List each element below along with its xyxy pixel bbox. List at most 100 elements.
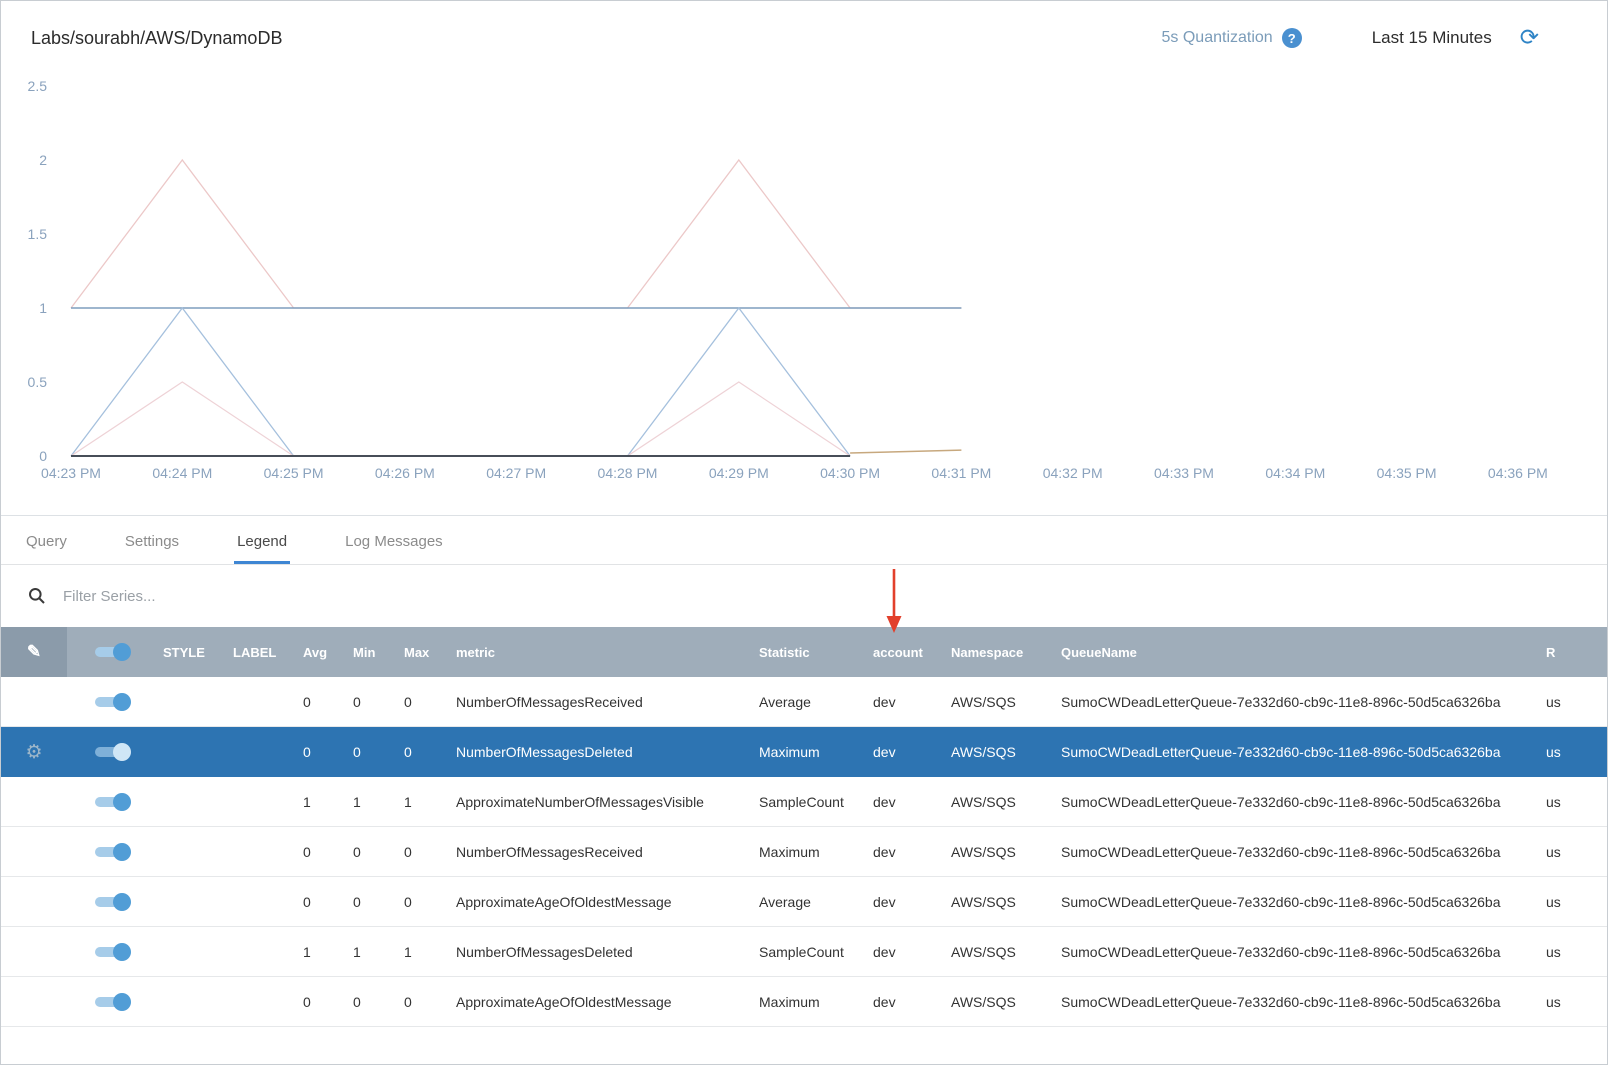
- row-max: 0: [404, 844, 412, 860]
- row-namespace: AWS/SQS: [951, 694, 1016, 710]
- row-queuename: SumoCWDeadLetterQueue-7e332d60-cb9c-11e8…: [1061, 744, 1501, 760]
- column-header-statistic: Statistic: [759, 644, 810, 660]
- master-toggle[interactable]: [95, 643, 131, 661]
- column-header-label: LABEL: [233, 644, 277, 660]
- refresh-icon[interactable]: ⟳: [1519, 24, 1539, 51]
- time-range-selector[interactable]: Last 15 Minutes: [1371, 28, 1492, 47]
- row-region: us: [1546, 694, 1561, 710]
- row-min: 1: [353, 944, 361, 960]
- x-axis-tick: 04:34 PM: [1265, 465, 1325, 481]
- row-min: 1: [353, 794, 361, 810]
- row-toggle-cell: [67, 993, 163, 1012]
- y-axis-tick: 0: [39, 448, 47, 464]
- tabs-bar: Query Settings Legend Log Messages: [1, 516, 1607, 565]
- column-header-avg: Avg: [303, 644, 328, 660]
- pencil-icon: ✎: [26, 642, 42, 661]
- help-icon[interactable]: ?: [1281, 28, 1302, 48]
- y-axis-tick: 2: [39, 152, 47, 168]
- row-queuename: SumoCWDeadLetterQueue-7e332d60-cb9c-11e8…: [1061, 794, 1501, 810]
- row-region: us: [1546, 794, 1561, 810]
- row-region: us: [1546, 894, 1561, 910]
- row-region: us: [1546, 744, 1561, 760]
- row-max: 0: [404, 894, 412, 910]
- panel-controls: 5s Quantization ? Last 15 Minutes ⟳: [1161, 24, 1539, 51]
- row-metric: NumberOfMessagesReceived: [456, 694, 643, 710]
- column-header-style: STYLE: [163, 644, 205, 660]
- row-statistic: Maximum: [759, 744, 820, 760]
- x-axis-tick: 04:27 PM: [486, 465, 546, 481]
- series-visibility-toggle[interactable]: [95, 893, 131, 912]
- row-toggle-cell: [67, 893, 163, 912]
- chart-series-pink-upper: [70, 158, 962, 309]
- series-visibility-toggle[interactable]: [95, 743, 131, 762]
- column-header-r: R: [1546, 644, 1556, 660]
- row-avg: 0: [303, 844, 311, 860]
- row-region: us: [1546, 994, 1561, 1010]
- row-namespace: AWS/SQS: [951, 894, 1016, 910]
- series-visibility-toggle[interactable]: [95, 993, 131, 1012]
- row-metric: ApproximateAgeOfOldestMessage: [456, 894, 672, 910]
- legend-table-header: ✎ STYLE LABEL Avg Min Max metric Statistic acco…: [1, 627, 1607, 677]
- row-min: 0: [353, 994, 361, 1010]
- table-row[interactable]: 0 0 0 ApproximateAgeOfOldestMessage Maximum d…: [1, 977, 1607, 1027]
- x-axis-tick: 04:33 PM: [1154, 465, 1214, 481]
- table-row[interactable]: 1 1 1 NumberOfMessagesDeleted SampleCount dev…: [1, 927, 1607, 977]
- row-toggle-cell: [67, 693, 163, 712]
- row-queuename: SumoCWDeadLetterQueue-7e332d60-cb9c-11e8…: [1061, 694, 1501, 710]
- row-statistic: Average: [759, 694, 811, 710]
- row-min: 0: [353, 844, 361, 860]
- panel-title: Labs/sourabh/AWS/DynamoDB: [31, 27, 283, 48]
- series-visibility-toggle[interactable]: [95, 943, 131, 962]
- row-max: 0: [404, 694, 412, 710]
- row-gear-cell: ⚙: [1, 727, 67, 777]
- filter-series-input[interactable]: [61, 586, 481, 606]
- row-statistic: Average: [759, 894, 811, 910]
- row-account: dev: [873, 994, 896, 1010]
- column-header-metric: metric: [456, 644, 496, 660]
- row-queuename: SumoCWDeadLetterQueue-7e332d60-cb9c-11e8…: [1061, 994, 1501, 1010]
- x-axis-tick: 04:31 PM: [931, 465, 991, 481]
- row-min: 0: [353, 894, 361, 910]
- table-row[interactable]: 0 0 0 NumberOfMessagesReceived Maximum dev AWS…: [1, 827, 1607, 877]
- series-visibility-toggle[interactable]: [95, 693, 131, 712]
- row-toggle-cell: [67, 943, 163, 962]
- table-row[interactable]: 0 0 0 NumberOfMessagesReceived Average dev AWS…: [1, 677, 1607, 727]
- table-row[interactable]: 1 1 1 ApproximateNumberOfMessagesVisible Sam…: [1, 777, 1607, 827]
- row-avg: 0: [303, 694, 311, 710]
- column-header-max: Max: [404, 644, 430, 660]
- row-queuename: SumoCWDeadLetterQueue-7e332d60-cb9c-11e8…: [1061, 894, 1501, 910]
- y-axis-tick: 1.5: [28, 226, 48, 242]
- series-visibility-toggle[interactable]: [95, 843, 131, 862]
- x-axis-tick: 04:30 PM: [820, 465, 880, 481]
- quantization-label[interactable]: 5s Quantization: [1161, 29, 1273, 46]
- tab-legend[interactable]: Legend: [234, 516, 291, 564]
- row-metric: ApproximateAgeOfOldestMessage: [456, 994, 672, 1010]
- y-axis-tick: 0.5: [28, 374, 48, 390]
- row-metric: NumberOfMessagesDeleted: [456, 944, 633, 960]
- row-min: 0: [353, 744, 361, 760]
- row-metric: ApproximateNumberOfMessagesVisible: [456, 794, 704, 810]
- row-max: 1: [404, 944, 412, 960]
- row-max: 1: [404, 794, 412, 810]
- row-gear-cell: [1, 877, 67, 927]
- tab-query[interactable]: Query: [26, 533, 67, 550]
- row-account: dev: [873, 844, 896, 860]
- tab-settings[interactable]: Settings: [124, 533, 180, 550]
- legend-table-body: 0 0 0 NumberOfMessagesReceived Average dev AWS…: [1, 677, 1607, 1027]
- row-statistic: SampleCount: [759, 794, 844, 810]
- table-row[interactable]: ⚙ 0 0 0 NumberOfMessagesDeleted Maximum dev AWS…: [1, 727, 1607, 777]
- series-visibility-toggle[interactable]: [95, 793, 131, 812]
- row-gear-cell: [1, 677, 67, 727]
- x-axis-tick: 04:24 PM: [152, 465, 212, 481]
- row-account: dev: [873, 794, 896, 810]
- row-namespace: AWS/SQS: [951, 944, 1016, 960]
- row-account: dev: [873, 694, 896, 710]
- gear-icon[interactable]: ⚙: [25, 740, 43, 763]
- edit-labels-button[interactable]: ✎: [1, 627, 67, 677]
- row-min: 0: [353, 694, 361, 710]
- row-namespace: AWS/SQS: [951, 844, 1016, 860]
- tab-log-messages[interactable]: Log Messages: [345, 533, 443, 550]
- row-avg: 0: [303, 994, 311, 1010]
- row-gear-cell: [1, 777, 67, 827]
- table-row[interactable]: 0 0 0 ApproximateAgeOfOldestMessage Average d…: [1, 877, 1607, 927]
